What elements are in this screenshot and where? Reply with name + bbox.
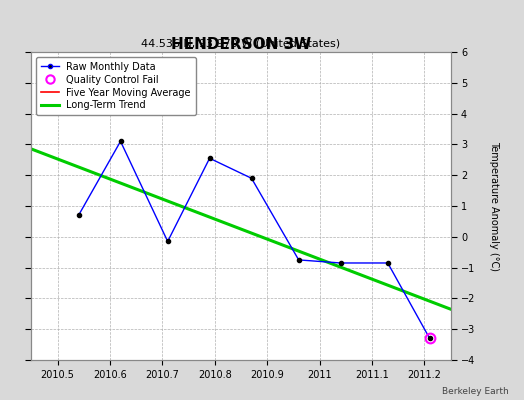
Legend: Raw Monthly Data, Quality Control Fail, Five Year Moving Average, Long-Term Tren: Raw Monthly Data, Quality Control Fail, … xyxy=(36,57,196,115)
Text: 44.536 N, 93.970 W (United States): 44.536 N, 93.970 W (United States) xyxy=(141,39,341,49)
Text: Berkeley Earth: Berkeley Earth xyxy=(442,387,508,396)
Y-axis label: Temperature Anomaly (°C): Temperature Anomaly (°C) xyxy=(489,141,499,271)
Title: HENDERSON 3W: HENDERSON 3W xyxy=(171,37,311,52)
